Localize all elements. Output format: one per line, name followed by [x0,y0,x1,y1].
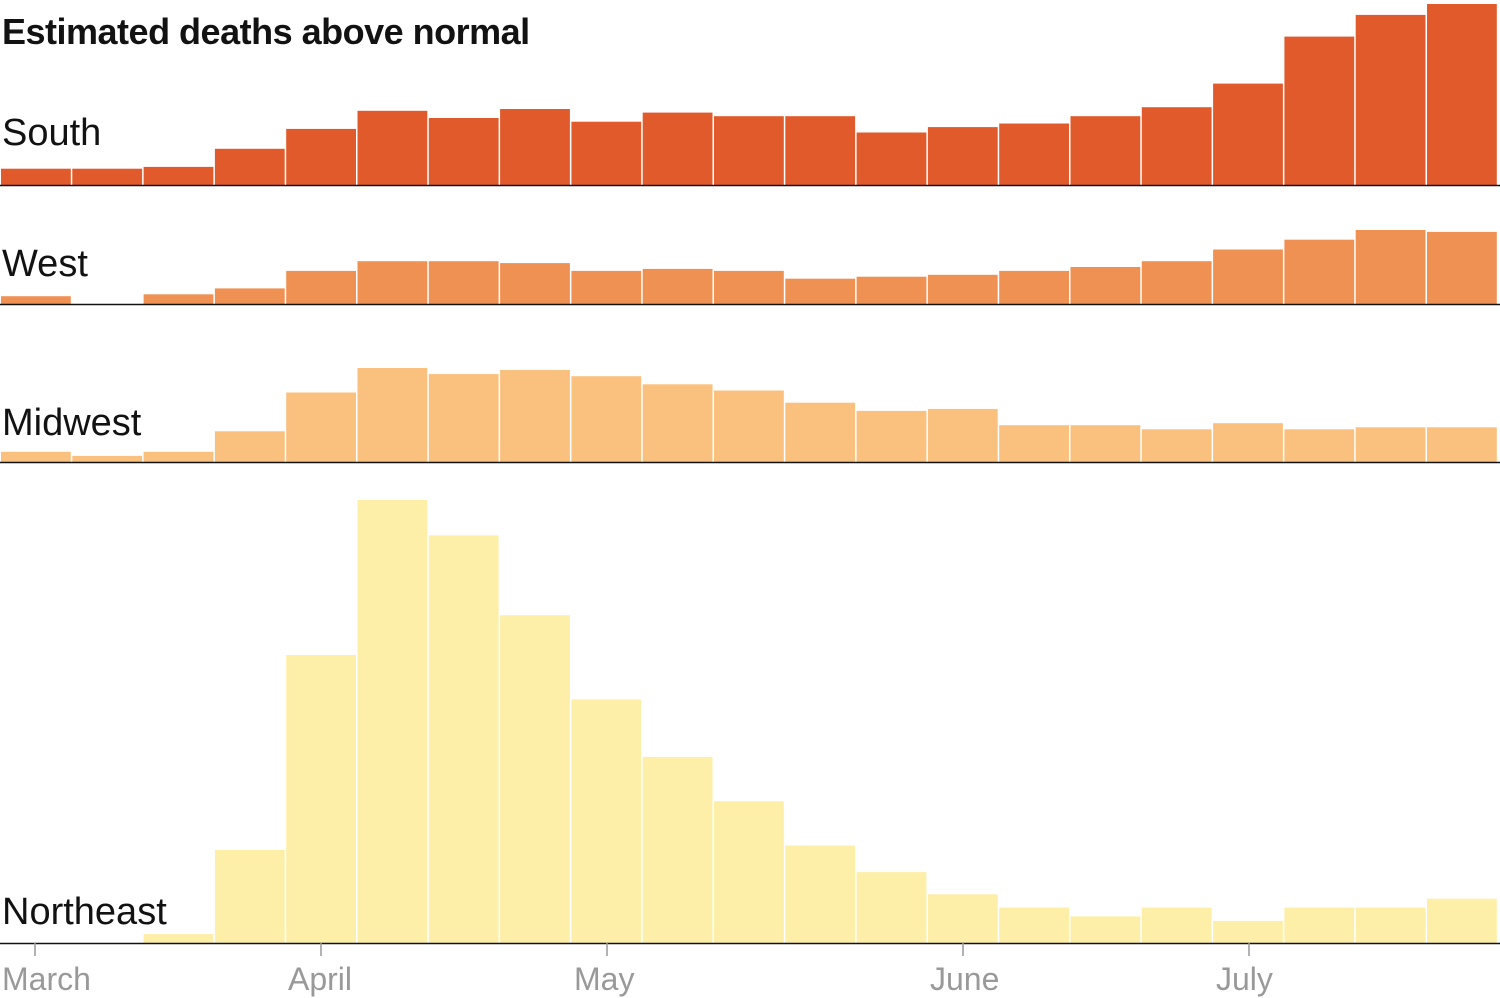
northeast-bar [1213,920,1283,943]
west-bar [642,268,713,304]
west-bar [428,261,499,304]
northeast-bar [927,894,998,943]
west-bar [1141,261,1212,304]
northeast-bar [428,535,499,943]
x-axis: March April May June July [2,943,1273,997]
west-bar [1355,230,1426,304]
midwest-bar [714,390,784,462]
midwest-bar [1070,425,1141,462]
panel-midwest: Midwest [0,368,1500,464]
south-bar [1,168,71,185]
midwest-bar [428,374,499,462]
west-bar [286,270,356,304]
midwest-bar [72,455,143,462]
northeast-bar [1355,907,1426,943]
west-bar [571,270,642,304]
south-bar [714,116,784,185]
west-bar [1070,267,1141,304]
x-tick-label-june: June [930,961,999,997]
south-bar [500,109,570,185]
west-bar [1213,249,1283,304]
x-tick-label-march: March [2,961,91,997]
south-bar [856,132,927,185]
x-tick-label-july: July [1216,961,1273,997]
panel-northeast: Northeast [0,500,1500,945]
south-bar [999,123,1069,185]
south-bar [927,127,998,185]
northeast-bar [214,850,285,943]
northeast-bar [714,801,784,943]
midwest-bar [1427,427,1497,462]
x-tick-label-may: May [574,961,634,997]
midwest-bar [999,425,1069,462]
west-bar [1,296,71,304]
south-bar [642,112,713,185]
midwest-bar [214,431,285,462]
northeast-bar [143,934,214,943]
south-bar [1427,4,1497,185]
west-bar [1284,239,1355,304]
midwest-bar [1,451,71,462]
northeast-bar [785,845,856,943]
south-bar [286,128,356,185]
northeast-bar [500,615,570,943]
midwest-bar [143,451,214,462]
midwest-bar [571,376,642,462]
northeast-bar [571,699,642,943]
west-bar [785,278,856,304]
midwest-label: Midwest [2,402,142,444]
south-bar [1355,14,1426,186]
west-bar [927,274,998,304]
midwest-bar [856,410,927,462]
west-bar [856,276,927,304]
midwest-bar [1284,429,1355,462]
west-bar [500,263,570,304]
midwest-bar [927,408,998,462]
west-label: West [2,243,88,285]
midwest-bar [1355,427,1426,462]
northeast-bar [1284,907,1355,943]
northeast-bar [1427,898,1497,943]
midwest-bar [1141,429,1212,462]
west-bar [714,270,784,304]
x-tick-label-april: April [288,961,352,997]
south-bar [1284,36,1355,185]
northeast-bar [642,756,713,943]
west-bar [357,261,428,304]
midwest-bar [785,402,856,462]
south-bar [143,166,214,185]
northeast-bar [1070,916,1141,943]
panel-south: South [0,4,1500,187]
chart-title: Estimated deaths above normal [2,11,530,52]
south-bar [571,121,642,186]
midwest-bar [642,384,713,462]
midwest-bar [1213,423,1283,462]
west-bar [214,288,285,304]
northeast-bar [286,655,356,943]
northeast-bar [1141,907,1212,943]
south-bar [428,118,499,185]
panels: South West Midwest Northeast [0,4,1500,945]
south-bar [785,116,856,185]
panel-west: West [0,230,1500,306]
west-bar [1427,231,1497,304]
south-bar [214,148,285,185]
northeast-bar [357,500,428,943]
west-bar [999,270,1069,304]
south-bar [1213,83,1283,185]
midwest-bar [286,392,356,462]
northeast-bar [856,872,927,943]
northeast-bar [999,907,1069,943]
south-bar [357,110,428,185]
midwest-bar [357,368,428,462]
south-bar [1070,116,1141,185]
south-bar [72,168,143,185]
northeast-label: Northeast [2,891,167,933]
south-label: South [2,112,101,154]
midwest-bar [500,370,570,462]
west-bar [143,294,214,304]
south-bar [1141,107,1212,185]
